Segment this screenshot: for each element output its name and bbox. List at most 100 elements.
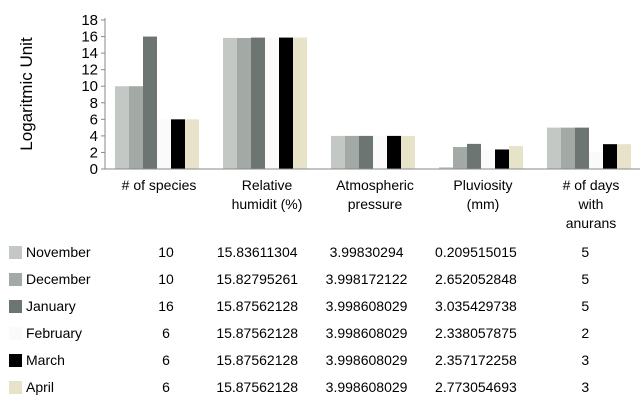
table-cell: 16 [158, 297, 174, 314]
table-cell: 6 [162, 378, 170, 395]
table-cell: 15.83611304 [216, 243, 298, 260]
bar-december-4 [561, 127, 575, 169]
bar-december-0 [129, 86, 143, 169]
bar-february-1 [265, 37, 279, 169]
table-cell: 2 [581, 324, 590, 341]
bar-april-0 [185, 119, 199, 169]
bar-march-1 [279, 37, 293, 169]
bar-december-1 [237, 37, 251, 170]
legend-label: November [26, 243, 91, 260]
y-tick-label: 12 [81, 62, 98, 79]
bar-february-4 [589, 152, 603, 169]
bar-march-2 [387, 135, 401, 169]
bar-april-2 [401, 135, 415, 169]
table-cell: 15.82795261 [216, 270, 299, 287]
legend-label: February [26, 324, 83, 341]
category-label-line: (mm) [466, 196, 500, 212]
table-cell: 15.87562128 [216, 297, 299, 314]
table-cell: 15.87562128 [216, 351, 299, 368]
bar-january-0 [143, 36, 157, 169]
table-cell: 3.035429738 [435, 297, 517, 314]
table-cell: 2.652052848 [435, 270, 517, 287]
table-cell: 2.338057875 [435, 324, 517, 341]
bar-december-2 [345, 135, 359, 169]
legend-label: December [26, 270, 91, 287]
legend-entry: February [0, 319, 130, 346]
bar-march-0 [171, 119, 185, 169]
table-row: March 6 15.87562128 3.998608029 2.357172258 3 [0, 346, 640, 373]
bar-february-2 [373, 135, 387, 169]
bar-april-3 [509, 146, 523, 169]
table-cell: 3.998608029 [325, 297, 408, 314]
table-row: April 6 15.87562128 3.998608029 2.773054693 3 [0, 373, 640, 400]
legend-label: January [26, 297, 76, 314]
category-label-line: pressure [347, 196, 403, 212]
table-cell: 3.998608029 [325, 378, 408, 395]
category-label-line: anurans [565, 215, 617, 231]
legend-label: March [26, 351, 65, 368]
y-tick-label: 8 [90, 95, 98, 112]
table-cell: 10 [158, 270, 174, 287]
category-label-line: with [578, 196, 604, 212]
bar-march-4 [603, 144, 617, 169]
y-tick-label: 2 [90, 144, 98, 161]
table-cell: 10 [158, 243, 174, 260]
bar-january-1 [251, 37, 265, 169]
bar-december-3 [453, 147, 467, 169]
y-tick-label: 10 [81, 78, 98, 95]
bar-february-3 [481, 149, 495, 169]
bar-january-2 [359, 135, 373, 169]
category-label-line: humidit (%) [231, 196, 303, 212]
legend-swatch [9, 272, 22, 286]
table-cell: 3.998172122 [325, 270, 408, 287]
y-tick-label: 14 [81, 45, 98, 62]
y-tick-label: 16 [81, 29, 98, 46]
bar-april-4 [617, 144, 631, 169]
table-cell: 6 [162, 351, 170, 368]
legend-entry: November [0, 238, 130, 265]
y-axis-label: Logaritmic Unit [17, 37, 36, 151]
legend-swatch [9, 299, 22, 313]
category-label: # of species [107, 176, 211, 195]
category-label: # of days with anurans [539, 176, 640, 233]
table-row: November 10 15.83611304 3.99830294 0.2095150… [0, 238, 640, 265]
table-cell: 5 [581, 243, 590, 260]
bar-january-3 [467, 143, 481, 169]
category-label: Relative humidit (%) [215, 176, 319, 214]
legend-entry: April [0, 373, 130, 400]
category-label: Atmospheric pressure [323, 176, 427, 214]
category-label-line: Relative [241, 177, 293, 193]
table-cell: 3.998608029 [325, 351, 408, 368]
legend-entry: March [0, 346, 130, 373]
bar-november-4 [547, 127, 561, 169]
legend-swatch [9, 380, 22, 394]
bar-january-4 [575, 127, 589, 169]
table-row: February 6 15.87562128 3.998608029 2.3380578… [0, 319, 640, 346]
bar-november-3 [439, 167, 453, 169]
legend-entry: December [0, 265, 130, 292]
category-label-line: Pluviosity [453, 177, 513, 193]
legend-label: April [26, 378, 55, 395]
category-label-line: # of days [562, 177, 620, 193]
legend-entry: January [0, 292, 130, 319]
y-tick-label: 18 [81, 12, 98, 29]
table-cell: 5 [581, 297, 590, 314]
data-table: November 10 15.83611304 3.99830294 0.2095150… [0, 238, 640, 400]
table-cell: 3.99830294 [329, 243, 404, 260]
category-label-line: Atmospheric [336, 177, 414, 193]
legend-swatch [9, 353, 22, 367]
bar-march-3 [495, 149, 509, 169]
category-label-line: # of species [121, 177, 197, 193]
y-tick-label: 0 [90, 161, 98, 178]
table-cell: 5 [581, 270, 590, 287]
category-label: Pluviosity (mm) [431, 176, 535, 214]
y-tick-label: 6 [90, 111, 98, 128]
table-row: December 10 15.82795261 3.998172122 2.652052… [0, 265, 640, 292]
table-cell: 6 [162, 324, 170, 341]
table-cell: 15.87562128 [216, 378, 299, 395]
table-cell: 2.773054693 [435, 378, 517, 395]
y-tick-label: 4 [90, 128, 98, 145]
table-cell: 15.87562128 [216, 324, 299, 341]
bar-november-2 [331, 135, 345, 169]
